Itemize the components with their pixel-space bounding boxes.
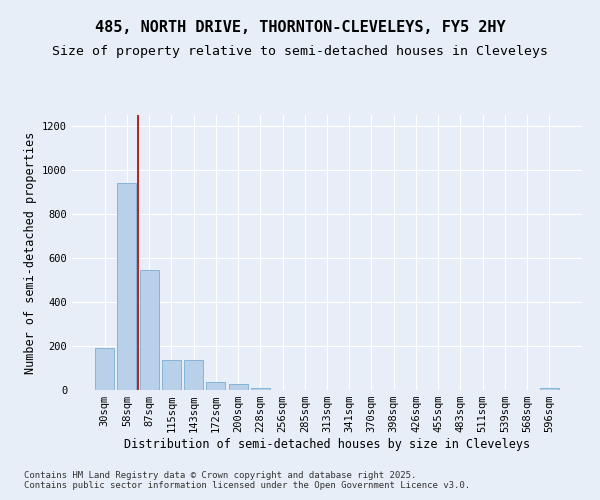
Bar — [95, 348, 114, 390]
Bar — [140, 270, 158, 390]
Bar — [206, 382, 225, 390]
Y-axis label: Number of semi-detached properties: Number of semi-detached properties — [23, 132, 37, 374]
Bar — [251, 388, 270, 390]
Bar — [540, 388, 559, 390]
Bar — [229, 384, 248, 390]
Bar — [162, 360, 181, 390]
X-axis label: Distribution of semi-detached houses by size in Cleveleys: Distribution of semi-detached houses by … — [124, 438, 530, 451]
Text: Contains HM Land Registry data © Crown copyright and database right 2025.
Contai: Contains HM Land Registry data © Crown c… — [24, 470, 470, 490]
Text: Size of property relative to semi-detached houses in Cleveleys: Size of property relative to semi-detach… — [52, 45, 548, 58]
Bar — [118, 183, 136, 390]
Bar — [184, 360, 203, 390]
Text: 485, NORTH DRIVE, THORNTON-CLEVELEYS, FY5 2HY: 485, NORTH DRIVE, THORNTON-CLEVELEYS, FY… — [95, 20, 505, 35]
